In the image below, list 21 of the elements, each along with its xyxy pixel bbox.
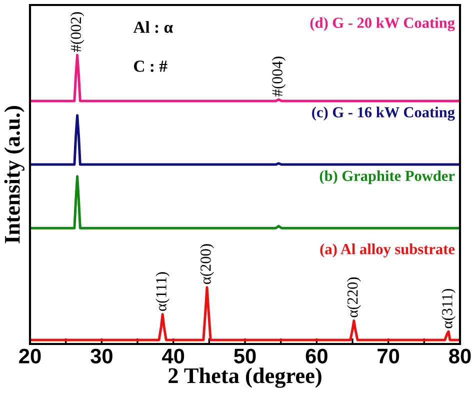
annotation: α(111) (156, 272, 170, 311)
x-tick-label: 60 (306, 348, 328, 364)
annotation: α(200) (200, 244, 214, 284)
annotation: α(311) (442, 288, 456, 328)
x-tick-label: 50 (234, 348, 256, 364)
x-tick-label: 70 (378, 348, 400, 364)
x-tick-label: 20 (19, 348, 41, 364)
annotation: C : # (134, 60, 168, 72)
text: (b) Graphite Powder (320, 170, 455, 184)
text: Al : α (133, 21, 173, 33)
text: (d) G - 20 kW Coating (310, 17, 455, 32)
x-axis-title: 2 Theta (degree) (168, 368, 322, 388)
text: (a) Al alloy substrate (320, 244, 455, 258)
text: (c) G - 16 kW Coating (312, 106, 455, 121)
x-tick-label: 40 (162, 348, 184, 364)
y-axis-title: Intensity (a.u.) (4, 106, 24, 244)
annotation: α(220) (347, 277, 361, 318)
annotation: #(004) (272, 56, 286, 96)
annotation: #(002) (70, 12, 84, 52)
x-tick-label: 80 (449, 348, 471, 364)
x-tick-label: 30 (90, 348, 112, 364)
